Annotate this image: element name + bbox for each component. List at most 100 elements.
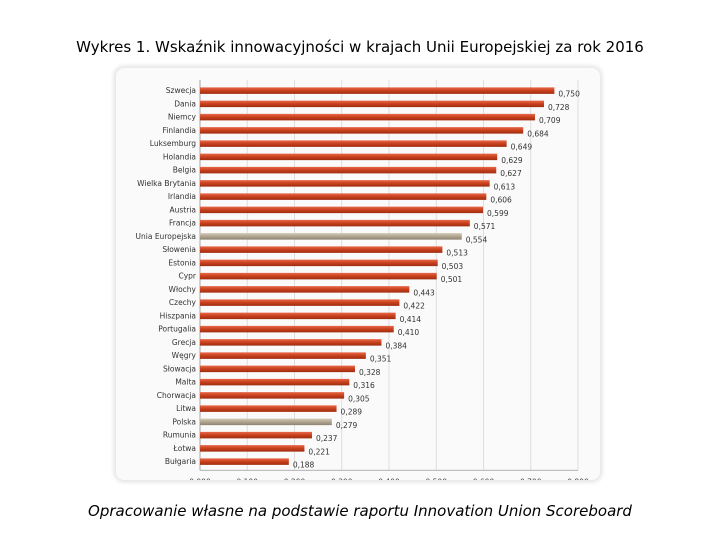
bar <box>200 378 350 386</box>
bar <box>200 193 487 200</box>
category-label: Niemcy <box>168 113 197 122</box>
x-tick-label: 0,300 <box>331 477 353 480</box>
category-label: Francja <box>169 219 196 228</box>
value-label: 0,188 <box>293 461 315 470</box>
category-label: Włochy <box>169 285 197 294</box>
bar <box>200 127 524 134</box>
value-label: 0,554 <box>466 235 488 244</box>
value-label: 0,328 <box>359 368 381 377</box>
x-tick-label: 0,400 <box>378 477 400 480</box>
category-label: Wielka Brytania <box>137 179 196 188</box>
value-label: 0,599 <box>487 209 509 218</box>
value-label: 0,649 <box>511 143 533 152</box>
value-label: 0,351 <box>370 355 392 364</box>
value-labels: 0,750 0,728 0,709 0,684 0,649 0,629 0,627 0,613… <box>293 90 580 470</box>
bar <box>200 299 400 306</box>
x-tick-label: 0,100 <box>237 477 259 480</box>
value-label: 0,503 <box>442 262 464 271</box>
value-label: 0,728 <box>548 103 570 112</box>
category-label: Słowenia <box>162 245 196 254</box>
bar <box>200 233 462 240</box>
category-label: Polska <box>172 417 196 426</box>
category-label: Szwecja <box>166 86 196 95</box>
value-label: 0,606 <box>490 196 512 205</box>
category-label: Hiszpania <box>160 311 196 320</box>
category-label: Węgry <box>172 351 197 360</box>
category-label: Łotwa <box>173 444 196 453</box>
value-label: 0,422 <box>403 302 425 311</box>
x-tick-label: 0,500 <box>426 477 448 480</box>
value-label: 0,513 <box>446 249 468 258</box>
bars <box>200 87 555 465</box>
value-label: 0,750 <box>558 90 580 99</box>
bar <box>200 100 544 108</box>
category-label: Czechy <box>169 298 197 307</box>
category-label: Estonia <box>168 258 196 267</box>
x-tick-label: 0,200 <box>284 477 306 480</box>
bar <box>200 445 305 452</box>
bar <box>200 180 490 187</box>
value-label: 0,613 <box>494 182 516 191</box>
category-label: Rumunia <box>163 431 196 440</box>
category-label: Irlandia <box>168 192 196 201</box>
value-label: 0,279 <box>336 421 358 430</box>
x-tick-label: 0,700 <box>520 477 542 480</box>
category-label: Holandia <box>163 152 196 161</box>
value-label: 0,410 <box>398 328 420 337</box>
bar <box>200 140 507 147</box>
bar <box>200 458 289 465</box>
bar <box>200 206 484 214</box>
value-label: 0,684 <box>527 129 549 138</box>
bar <box>200 166 497 174</box>
category-label: Dania <box>174 99 196 108</box>
bar <box>200 153 498 161</box>
bar <box>200 392 345 399</box>
bar <box>200 246 443 253</box>
category-label: Austria <box>170 205 197 214</box>
category-label: Bułgaria <box>165 457 196 466</box>
bar <box>200 219 470 227</box>
chart-title: Wykres 1. Wskaźnik innowacyjności w kraj… <box>76 38 644 56</box>
category-label: Chorwacja <box>157 391 196 400</box>
bar <box>200 339 382 346</box>
category-label: Finlandia <box>163 126 196 135</box>
value-label: 0,571 <box>474 222 496 231</box>
bar <box>200 431 312 439</box>
bar <box>200 312 396 320</box>
bar <box>200 87 555 94</box>
source-caption: Opracowanie własne na podstawie raportu … <box>88 502 632 520</box>
value-label: 0,443 <box>413 288 435 297</box>
value-label: 0,501 <box>441 275 463 284</box>
bar <box>200 113 536 121</box>
category-label: Cypr <box>178 272 196 281</box>
value-label: 0,305 <box>348 394 370 403</box>
category-label: Grecja <box>172 338 196 347</box>
bar <box>200 352 366 359</box>
value-label: 0,289 <box>341 408 363 417</box>
chart-frame: 0,000 0,100 0,200 0,300 0,400 0,500 0,600 0,700… <box>116 68 600 480</box>
bar <box>200 405 337 412</box>
value-label: 0,221 <box>308 447 330 456</box>
category-label: Luksemburg <box>150 139 196 148</box>
bar-chart: 0,000 0,100 0,200 0,300 0,400 0,500 0,600 0,700… <box>136 80 589 480</box>
x-tick-label: 0,800 <box>567 477 589 480</box>
category-label: Malta <box>175 378 196 387</box>
value-label: 0,629 <box>501 156 523 165</box>
value-label: 0,709 <box>539 116 561 125</box>
value-label: 0,627 <box>500 169 522 178</box>
bar <box>200 365 355 373</box>
bar <box>200 259 438 267</box>
category-labels: Szwecja Dania Niemcy Finlandia Luksemburg Hol… <box>136 86 197 466</box>
bar <box>200 325 394 333</box>
x-tick-label: 0,600 <box>473 477 495 480</box>
category-label: Litwa <box>176 404 196 413</box>
bar <box>200 272 437 280</box>
category-label: Portugalia <box>158 325 196 334</box>
bar <box>200 286 410 293</box>
value-label: 0,384 <box>385 341 407 350</box>
value-label: 0,316 <box>353 381 375 390</box>
category-label: Słowacja <box>163 364 196 373</box>
value-label: 0,237 <box>316 434 338 443</box>
category-label: Belgia <box>173 166 196 175</box>
value-label: 0,414 <box>400 315 422 324</box>
